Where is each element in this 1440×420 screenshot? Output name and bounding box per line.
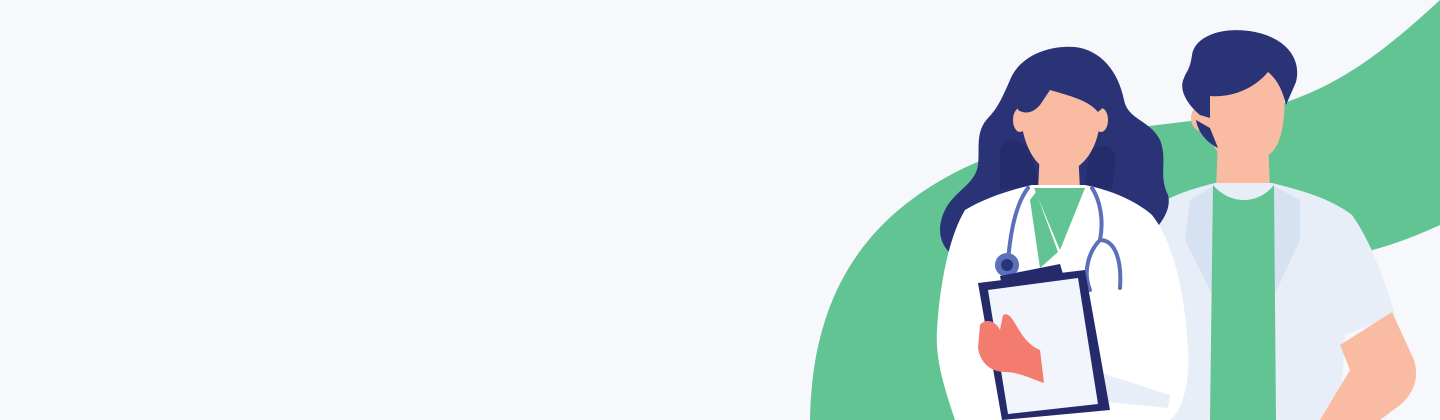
female-scrubs — [1034, 188, 1085, 250]
stethoscope-chestpiece-inner — [1001, 259, 1013, 271]
male-coat-lapel-left — [1185, 185, 1215, 300]
male-hair — [1182, 30, 1298, 118]
male-arm — [1320, 312, 1417, 420]
female-hair-fringe — [1018, 60, 1106, 113]
male-doctor-figure — [1150, 30, 1417, 420]
male-coat-lapel-right — [1272, 185, 1300, 300]
female-scrubs-lower — [1030, 192, 1058, 268]
clipboard-clip — [1000, 264, 1063, 286]
clipboard-icon — [978, 264, 1110, 420]
clipboard-paper — [988, 278, 1098, 414]
female-gloved-hand — [978, 314, 1044, 383]
female-face — [1020, 83, 1101, 172]
female-doctor-figure — [936, 46, 1189, 420]
female-hair-shadow — [1000, 140, 1040, 190]
male-hair-side — [1196, 120, 1218, 148]
female-hair-shadow-right — [1085, 145, 1116, 190]
male-scrubs — [1210, 185, 1276, 420]
